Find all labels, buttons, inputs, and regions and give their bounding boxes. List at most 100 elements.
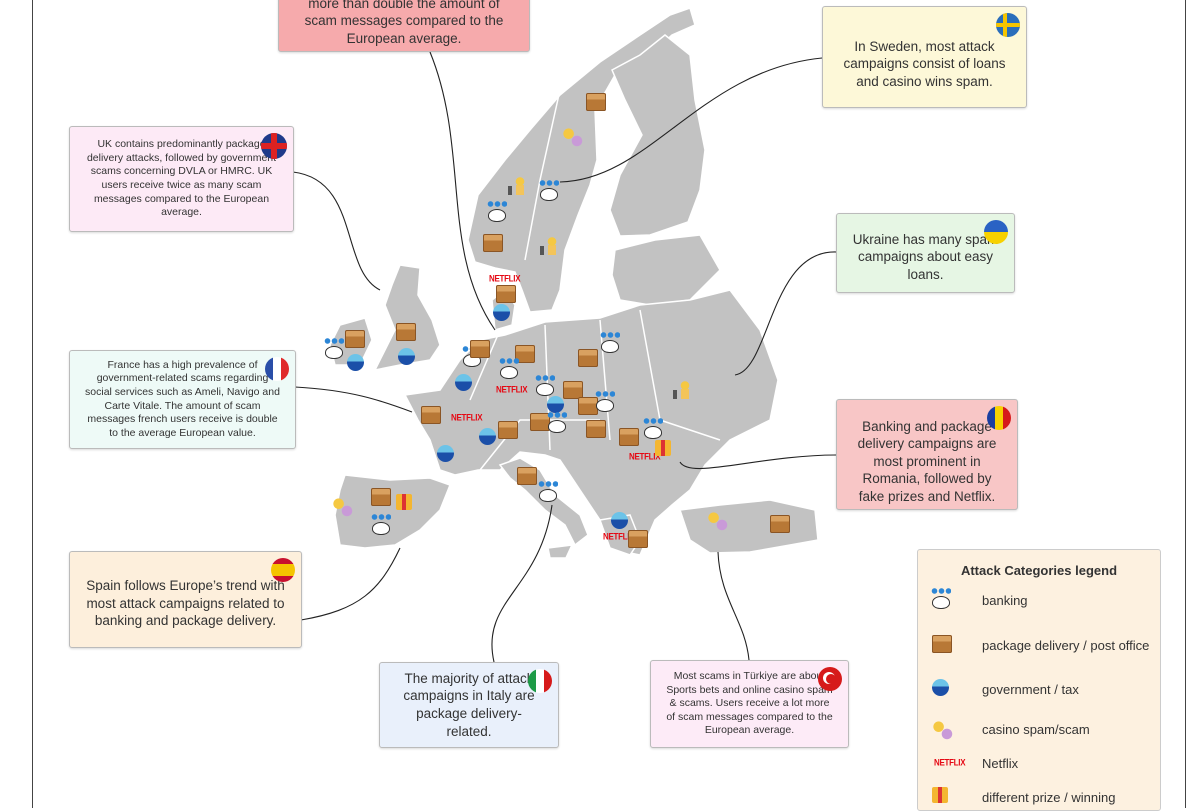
package-icon bbox=[498, 421, 518, 439]
prize-icon bbox=[932, 787, 948, 803]
package-icon bbox=[515, 345, 535, 363]
land-uk bbox=[373, 264, 441, 372]
legend-title: Attack Categories legend bbox=[960, 563, 1118, 578]
casino-icon bbox=[707, 510, 729, 532]
legend-label: banking bbox=[982, 592, 1028, 608]
package-icon bbox=[496, 285, 516, 303]
land-sicily bbox=[547, 544, 574, 559]
legend-item-casino: casino spam/scam bbox=[928, 717, 1090, 741]
government-icon bbox=[347, 354, 364, 371]
package-icon bbox=[770, 515, 790, 533]
callout-sweden-text: In Sweden, most attack campaigns consist… bbox=[843, 38, 1006, 89]
netflix-icon: NETFLIX bbox=[489, 273, 521, 284]
page-frame bbox=[32, 0, 1186, 808]
callout-ukraine-text: Ukraine has many spam campaigns about ea… bbox=[852, 231, 999, 282]
package-icon bbox=[345, 330, 365, 348]
legend: Attack Categories legend banking package… bbox=[917, 549, 1161, 811]
land-norway-sweden bbox=[467, 7, 696, 313]
government-icon bbox=[398, 348, 415, 365]
callout-ukraine: Ukraine has many spam campaigns about ea… bbox=[836, 213, 1015, 293]
callout-spain-text: Spain follows Europe’s trend with most a… bbox=[86, 578, 285, 629]
connector-lines bbox=[292, 51, 837, 663]
government-icon bbox=[932, 679, 949, 696]
callout-spain: Spain follows Europe’s trend with most a… bbox=[69, 551, 302, 648]
callout-italy: The majority of attack campaigns in Ital… bbox=[379, 662, 559, 748]
banking-icon bbox=[324, 338, 344, 359]
package-icon bbox=[586, 420, 606, 438]
banking-icon bbox=[595, 391, 615, 412]
callout-romania-text: Banking and package delivery campaigns a… bbox=[857, 418, 997, 504]
casino-icon bbox=[332, 496, 354, 518]
package-icon bbox=[371, 488, 391, 506]
legend-item-government: government / tax bbox=[928, 677, 1079, 701]
turkiye-flag-icon bbox=[818, 667, 842, 691]
legend-item-banking: banking bbox=[928, 588, 1028, 612]
banking-icon bbox=[643, 418, 663, 439]
callout-turkiye-text: Most scams in Türkiye are about Sports b… bbox=[666, 669, 833, 737]
sweden-flag-icon bbox=[996, 13, 1020, 37]
land-turkey bbox=[678, 499, 819, 554]
legend-label: government / tax bbox=[982, 681, 1079, 697]
government-icon bbox=[547, 396, 564, 413]
legend-label: package delivery / post office bbox=[982, 637, 1150, 653]
land-baltics-russia bbox=[611, 234, 721, 306]
banking-icon bbox=[547, 412, 567, 433]
netflix-icon: NETFLIX bbox=[934, 757, 966, 768]
callout-uk: UK contains predominantly package delive… bbox=[69, 126, 294, 232]
package-icon bbox=[421, 406, 441, 424]
government-icon bbox=[455, 374, 472, 391]
package-icon bbox=[483, 234, 503, 252]
package-icon bbox=[470, 340, 490, 358]
prize-icon bbox=[655, 440, 671, 456]
spain-flag-icon bbox=[271, 558, 295, 582]
netflix-icon: NETFLIX bbox=[451, 412, 483, 423]
government-icon bbox=[493, 304, 510, 321]
legend-label: casino spam/scam bbox=[982, 721, 1090, 737]
callout-italy-text: The majority of attack campaigns in Ital… bbox=[403, 670, 535, 739]
package-icon bbox=[530, 413, 550, 431]
legend-label: Netflix bbox=[982, 755, 1019, 771]
loan-icon bbox=[508, 176, 528, 198]
netflix-icon: NETFLIX bbox=[629, 451, 661, 462]
loan-icon bbox=[540, 236, 560, 258]
package-icon bbox=[619, 428, 639, 446]
uk-flag-icon bbox=[261, 133, 287, 159]
legend-item-prize: different prize / winning bbox=[928, 785, 1115, 809]
package-icon bbox=[578, 349, 598, 367]
legend-item-package: package delivery / post office bbox=[928, 633, 1149, 657]
callout-france-text: France has a high prevalence of governme… bbox=[85, 358, 280, 439]
banking-icon bbox=[371, 514, 391, 535]
netflix-icon: NETFLIX bbox=[603, 531, 635, 542]
callout-uk-text: UK contains predominantly package delive… bbox=[86, 138, 277, 219]
callout-turkiye: Most scams in Türkiye are about Sports b… bbox=[650, 660, 849, 748]
netflix-icon: NETFLIX bbox=[496, 384, 528, 395]
france-flag-icon bbox=[265, 357, 289, 381]
callout-france: France has a high prevalence of governme… bbox=[69, 350, 296, 449]
banking-icon bbox=[535, 375, 555, 396]
package-icon bbox=[396, 323, 416, 341]
package-icon bbox=[586, 93, 606, 111]
callout-top: more than double the amount of scam mess… bbox=[278, 0, 530, 52]
callout-romania: Banking and package delivery campaigns a… bbox=[836, 399, 1018, 510]
casino-icon bbox=[932, 719, 954, 741]
romania-flag-icon bbox=[987, 406, 1011, 430]
package-icon bbox=[517, 467, 537, 485]
banking-icon bbox=[499, 358, 519, 379]
package-icon bbox=[932, 635, 952, 653]
loan-icon bbox=[673, 380, 693, 402]
legend-item-netflix: NETFLIX Netflix bbox=[928, 751, 1018, 775]
package-icon bbox=[578, 397, 598, 415]
banking-icon bbox=[600, 332, 620, 353]
package-icon bbox=[628, 530, 648, 548]
legend-label: different prize / winning bbox=[982, 789, 1116, 805]
banking-icon bbox=[538, 481, 558, 502]
banking-icon bbox=[539, 180, 559, 201]
land-finland bbox=[609, 34, 706, 237]
italy-flag-icon bbox=[528, 669, 552, 693]
government-icon bbox=[611, 512, 628, 529]
callout-sweden: In Sweden, most attack campaigns consist… bbox=[822, 6, 1027, 108]
ukraine-flag-icon bbox=[984, 220, 1008, 244]
banking-icon bbox=[931, 588, 951, 609]
package-icon bbox=[563, 381, 583, 399]
callout-top-text: more than double the amount of scam mess… bbox=[304, 0, 504, 46]
